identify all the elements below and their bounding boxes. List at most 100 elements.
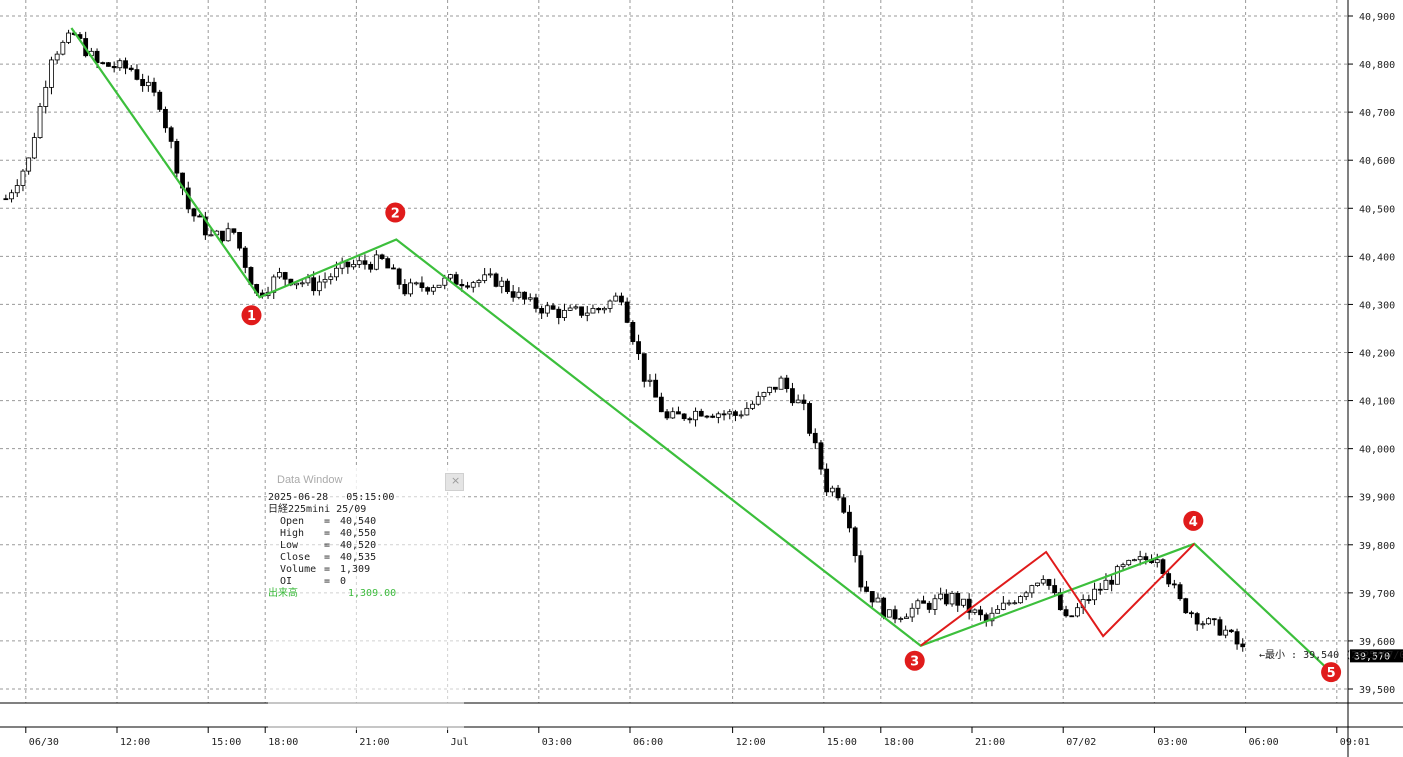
data-window-row: Volume = 1,309: [268, 564, 464, 576]
candle: [624, 297, 630, 324]
candle: [111, 61, 117, 73]
last-price-marker: [1350, 649, 1403, 663]
row-equals: =: [324, 576, 331, 587]
data-window-datetime: 2025-06-28 05:15:00: [268, 492, 395, 503]
x-tick-label: 18:00: [884, 737, 914, 748]
candle: [1109, 575, 1115, 592]
candle: [544, 301, 550, 317]
x-tick-label: 03:00: [1157, 737, 1187, 748]
row-value: 40,535: [340, 552, 377, 563]
candle: [938, 587, 944, 601]
candle: [590, 304, 596, 314]
candle: [607, 299, 613, 313]
candle: [391, 264, 396, 270]
row-key: Low: [280, 540, 299, 551]
candle: [425, 286, 431, 295]
candle: [14, 179, 20, 197]
candle: [584, 305, 590, 322]
close-icon[interactable]: [445, 473, 464, 491]
candle: [1200, 620, 1206, 629]
candle: [231, 228, 237, 235]
candle: [151, 77, 157, 97]
candle: [117, 58, 123, 71]
candle: [43, 80, 49, 114]
candle: [316, 275, 322, 296]
svg-text:1: 1: [247, 309, 256, 324]
candle: [715, 411, 721, 424]
candle: [1075, 602, 1080, 618]
candle: [658, 392, 664, 413]
candle: [208, 228, 214, 237]
data-window-title-bar[interactable]: Data Window: [268, 468, 464, 492]
candle: [550, 302, 556, 310]
candle: [1177, 582, 1183, 601]
row-equals: =: [324, 564, 331, 575]
candle: [995, 605, 1001, 614]
row-value: 0: [340, 576, 347, 587]
candle: [613, 292, 619, 302]
candle: [1023, 590, 1029, 601]
candle: [1154, 553, 1160, 568]
candle: [835, 484, 841, 501]
candle: [1063, 605, 1069, 618]
candle: [242, 245, 248, 274]
candle: [476, 278, 482, 288]
candle: [875, 593, 881, 603]
data-window-row: Low = 40,520: [268, 540, 464, 552]
candle: [818, 440, 824, 475]
y-tick-label: 40,200: [1359, 349, 1395, 360]
candle: [698, 408, 704, 417]
candle: [1052, 578, 1058, 596]
candle: [1035, 582, 1040, 587]
candle: [339, 257, 345, 275]
candle: [191, 208, 197, 222]
wave-point-badge: 4: [1183, 510, 1204, 531]
row-value: 1,309: [340, 564, 371, 575]
y-tick-label: 40,600: [1359, 156, 1395, 167]
candle: [676, 406, 681, 415]
wave-line-red: [920, 543, 1196, 647]
candle: [778, 375, 784, 390]
candle: [852, 526, 858, 563]
candle: [653, 373, 659, 398]
chart-grid: [0, 0, 1348, 703]
candle: [436, 284, 442, 289]
candle: [294, 282, 299, 290]
candle: [1092, 582, 1097, 605]
candle: [858, 550, 864, 592]
candle: [670, 407, 676, 419]
row-key: OI: [280, 576, 293, 587]
candle: [368, 261, 374, 273]
svg-text:2: 2: [391, 207, 400, 222]
row-key: High: [280, 528, 305, 539]
candle: [710, 413, 716, 419]
candle: [322, 272, 328, 289]
candle: [413, 281, 419, 286]
svg-text:4: 4: [1189, 515, 1198, 530]
data-window-panel[interactable]: Data Window 2025-06-28 05:15:00 日経225min…: [268, 468, 464, 730]
x-tick-label: 12:00: [120, 737, 150, 748]
wave-point-badge: 5: [1321, 662, 1342, 683]
candle: [362, 254, 368, 270]
candle: [744, 402, 750, 416]
y-tick-label: 39,900: [1359, 493, 1395, 504]
candle: [955, 591, 961, 612]
candle: [1132, 558, 1137, 562]
candle: [408, 278, 413, 297]
candle: [687, 416, 693, 424]
candle: [163, 106, 168, 133]
candle: [664, 409, 670, 421]
candle: [533, 293, 539, 313]
candle: [1206, 617, 1211, 625]
candle: [721, 410, 727, 421]
candle: [140, 73, 146, 92]
min-price-annotation: ←最小 : 39,540 (2025/07/02): [1259, 649, 1403, 661]
candle: [356, 255, 362, 268]
candle: [1006, 599, 1012, 606]
data-window-row: Open = 40,540: [268, 516, 464, 528]
candle: [824, 463, 830, 496]
candle: [909, 603, 915, 622]
candle: [448, 273, 453, 282]
y-tick-label: 40,800: [1359, 60, 1395, 71]
